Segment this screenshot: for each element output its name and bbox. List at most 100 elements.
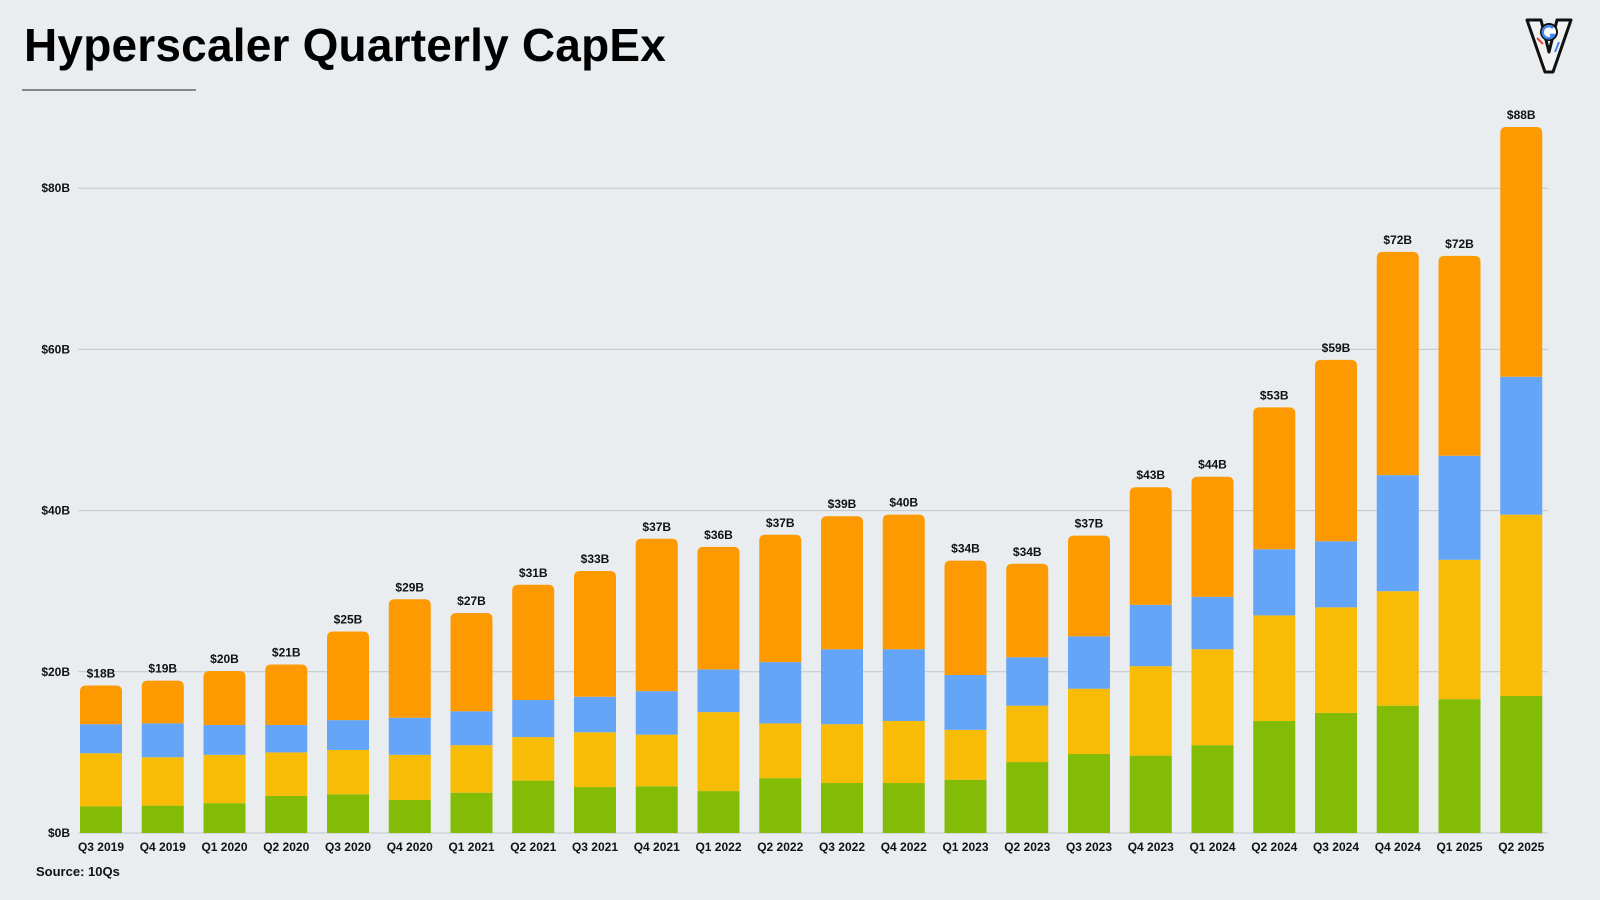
- bar-segment: [388, 754, 431, 800]
- bar-segment: [697, 546, 740, 670]
- bar-segment: [944, 729, 987, 780]
- bar-segment: [80, 753, 122, 807]
- x-tick-label: Q1 2024: [1189, 840, 1235, 854]
- bar-segment: [327, 631, 369, 721]
- bar-segment: [697, 669, 740, 713]
- bar-segment: [1376, 705, 1419, 833]
- total-label: $88B: [1507, 108, 1536, 122]
- bar-segment: [759, 534, 802, 663]
- bar-segment: [388, 599, 431, 718]
- bar-stack: [265, 664, 308, 833]
- bar-segment: [203, 724, 246, 755]
- bar-segment: [265, 664, 308, 725]
- total-label: $37B: [642, 520, 671, 534]
- bar-segment: [388, 799, 431, 833]
- total-label: $53B: [1260, 388, 1289, 402]
- bar-segment: [450, 745, 493, 793]
- bar-segment: [1191, 649, 1234, 746]
- total-label: $37B: [766, 516, 795, 530]
- x-tick-label: Q1 2021: [448, 840, 494, 854]
- bar-segment: [203, 803, 246, 833]
- bar-stack: [1129, 487, 1172, 833]
- bar-segment: [141, 805, 184, 833]
- total-label: $27B: [457, 594, 486, 608]
- x-tick-label: Q3 2022: [819, 840, 865, 854]
- bar-segment: [635, 538, 678, 692]
- bar-segment: [1500, 514, 1543, 696]
- x-tick-label: Q1 2020: [201, 840, 247, 854]
- total-label: $20B: [210, 652, 239, 666]
- total-label: $29B: [395, 580, 424, 594]
- total-label: $19B: [148, 662, 177, 676]
- x-tick-label: Q4 2022: [881, 840, 927, 854]
- bar-segment: [697, 791, 740, 833]
- x-tick-label: Q2 2020: [263, 840, 309, 854]
- bar-segment: [821, 516, 863, 650]
- bar-segment: [450, 711, 493, 746]
- x-tick-label: Q3 2024: [1313, 840, 1359, 854]
- x-tick-label: Q4 2019: [140, 840, 186, 854]
- y-tick-label: $40B: [41, 504, 70, 518]
- bar-segment: [574, 696, 616, 733]
- bar-segment: [1253, 720, 1296, 833]
- bar-stack: [1068, 535, 1110, 833]
- source-note: Source: 10Qs: [36, 864, 120, 879]
- x-tick-label: Q4 2021: [634, 840, 680, 854]
- bar-segment: [1068, 688, 1110, 755]
- bar-segment: [1438, 699, 1481, 833]
- bar-segment: [1315, 712, 1357, 833]
- bar-segment: [821, 649, 863, 725]
- bar-segment: [944, 560, 987, 676]
- bar-segment: [512, 737, 555, 781]
- y-tick-label: $60B: [41, 342, 70, 356]
- x-tick-label: Q1 2023: [942, 840, 988, 854]
- bar-segment: [512, 780, 555, 833]
- y-tick-label: $20B: [41, 665, 70, 679]
- bar-segment: [1315, 541, 1357, 608]
- bar-segment: [141, 723, 184, 758]
- bar-segment: [141, 680, 184, 724]
- bar-stack: [1006, 563, 1049, 833]
- bar-segment: [635, 691, 678, 735]
- bar-stack: [697, 546, 740, 833]
- x-tick-label: Q4 2024: [1375, 840, 1421, 854]
- bar-segment: [1253, 615, 1296, 721]
- bar-segment: [1068, 636, 1110, 689]
- bar-segment: [1376, 251, 1419, 476]
- bar-segment: [512, 700, 555, 738]
- bar-segment: [944, 675, 987, 730]
- bar-segment: [203, 670, 246, 725]
- x-tick-label: Q3 2020: [325, 840, 371, 854]
- bar-segment: [821, 724, 863, 784]
- chart-title: Hyperscaler Quarterly CapEx: [24, 19, 667, 71]
- total-label: $39B: [828, 497, 857, 511]
- bar-segment: [327, 720, 369, 750]
- total-label: $37B: [1075, 517, 1104, 531]
- bar-segment: [1253, 407, 1296, 550]
- total-label: $21B: [272, 646, 301, 660]
- bar-stack: [821, 516, 863, 833]
- bar-segment: [1315, 607, 1357, 713]
- total-label: $44B: [1198, 458, 1227, 472]
- bar-segment: [759, 778, 802, 833]
- bar-segment: [635, 734, 678, 787]
- bar-stack: [1438, 255, 1481, 833]
- x-tick-label: Q3 2021: [572, 840, 618, 854]
- total-label: $25B: [334, 613, 363, 627]
- bar-stack: [635, 538, 678, 833]
- bar-segment: [1253, 549, 1296, 616]
- bar-segment: [265, 795, 308, 833]
- bar-segment: [80, 685, 122, 725]
- x-tick-label: Q2 2022: [757, 840, 803, 854]
- bar-stack: [141, 680, 184, 833]
- bar-segment: [1376, 591, 1419, 706]
- bar-stack: [80, 685, 122, 833]
- bar-segment: [1006, 705, 1049, 763]
- bar-segment: [80, 806, 122, 833]
- bar-segment: [1438, 255, 1481, 456]
- bar-segment: [882, 514, 925, 650]
- total-label: $34B: [951, 542, 980, 556]
- bar-segment: [1438, 455, 1481, 560]
- bar-segment: [1129, 604, 1172, 667]
